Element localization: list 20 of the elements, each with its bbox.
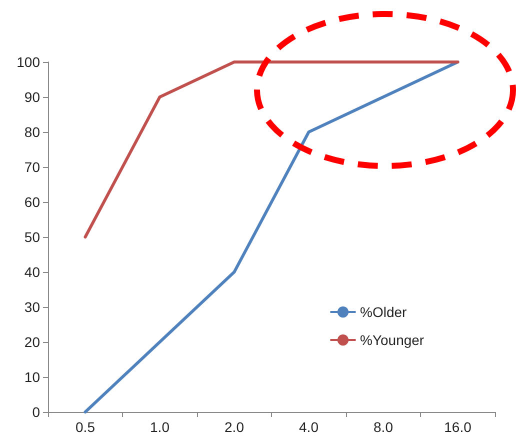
y-tick-label: 0 (32, 404, 40, 420)
x-tick-label: 4.0 (299, 419, 319, 435)
y-tick-label: 30 (24, 299, 40, 315)
y-tick-label: 60 (24, 194, 40, 210)
x-tick-label: 0.5 (76, 419, 96, 435)
y-tick-label: 20 (24, 334, 40, 350)
y-tick-label: 10 (24, 369, 40, 385)
y-tick-label: 40 (24, 264, 40, 280)
y-tick-label: 80 (24, 124, 40, 140)
x-tick-label: 16.0 (444, 419, 472, 435)
x-tick-label: 2.0 (224, 419, 244, 435)
x-tick-label: 8.0 (374, 419, 394, 435)
x-tick-label: 1.0 (150, 419, 170, 435)
y-tick-label: 50 (24, 229, 40, 245)
y-tick-label: 100 (16, 54, 40, 70)
y-tick-label: 70 (24, 159, 40, 175)
legend-label: %Younger (360, 332, 424, 348)
line-series (84, 60, 460, 414)
legend-label: %Older (360, 304, 408, 320)
y-tick-label: 90 (24, 89, 40, 105)
